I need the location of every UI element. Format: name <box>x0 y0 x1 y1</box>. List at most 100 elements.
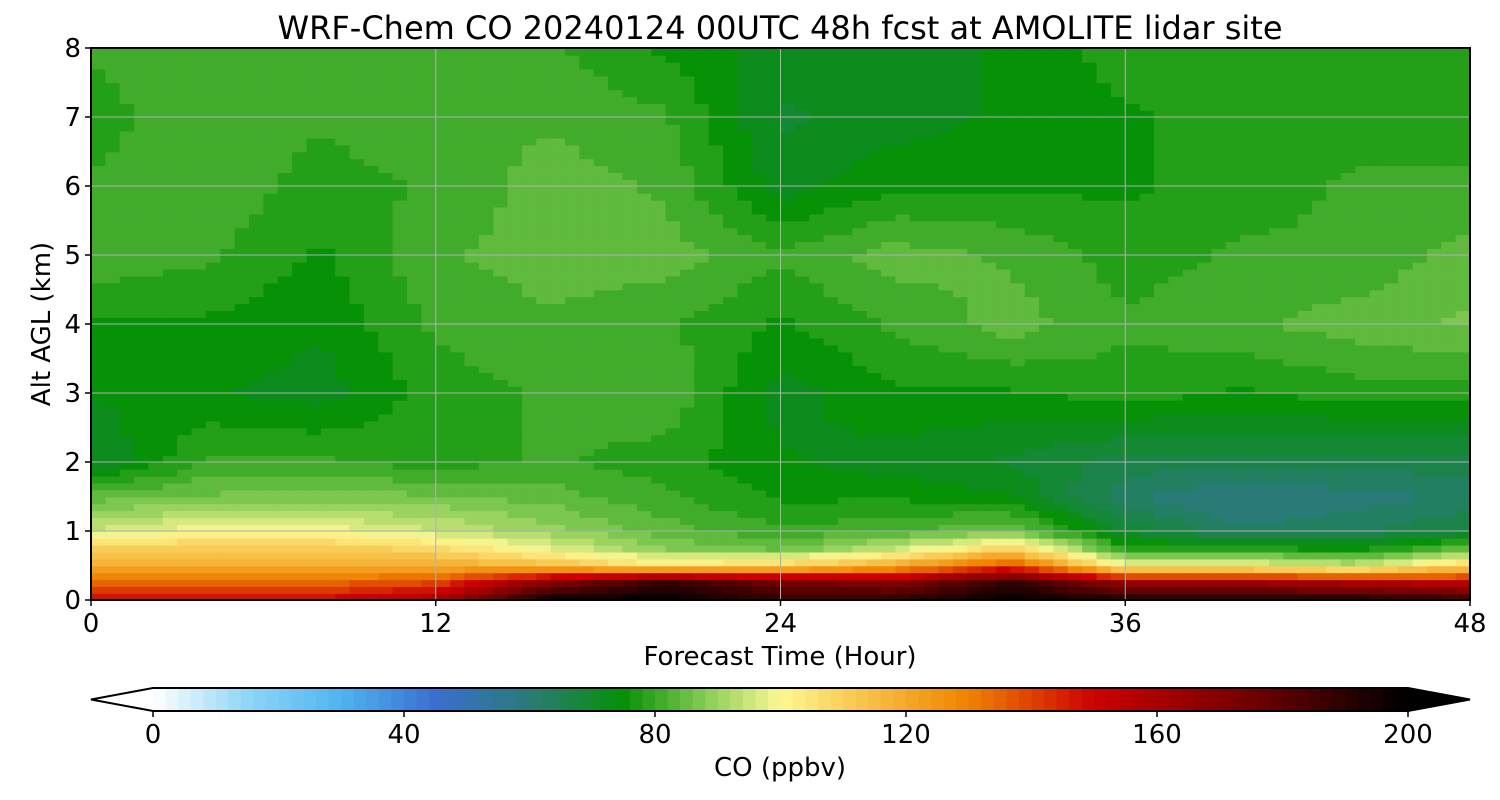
heatmap-cell <box>1383 579 1399 587</box>
heatmap-cell <box>1010 358 1026 367</box>
heatmap-cell <box>1283 241 1299 249</box>
heatmap-cell <box>249 565 265 574</box>
heatmap-cell <box>679 317 696 325</box>
heatmap-cell <box>1067 468 1083 477</box>
heatmap-cell <box>1412 351 1428 360</box>
heatmap-cell <box>105 462 121 470</box>
heatmap-cell <box>723 593 739 600</box>
heatmap-cell <box>780 448 796 456</box>
heatmap-cell <box>1153 241 1170 249</box>
heatmap-cell <box>205 324 222 332</box>
heatmap-cell <box>536 386 552 394</box>
heatmap-cell <box>263 296 279 305</box>
heatmap-cell <box>895 475 911 484</box>
heatmap-cell <box>335 386 351 394</box>
heatmap-cell <box>593 475 609 484</box>
heatmap-cell <box>1326 510 1342 518</box>
heatmap-cell <box>881 413 897 422</box>
heatmap-cell <box>780 317 796 325</box>
heatmap-cell <box>766 337 782 346</box>
heatmap-cell <box>1240 358 1256 367</box>
heatmap-cell <box>1211 420 1227 429</box>
heatmap-cell <box>1067 448 1083 456</box>
heatmap-cell <box>1240 448 1256 456</box>
heatmap-cell <box>1369 386 1385 394</box>
heatmap-cell <box>1398 482 1414 491</box>
heatmap-cell <box>1110 537 1127 546</box>
heatmap-cell <box>593 399 609 408</box>
heatmap-cell <box>895 255 911 263</box>
heatmap-cell <box>1039 379 1055 387</box>
heatmap-cell <box>277 255 293 263</box>
heatmap-cell <box>579 372 595 380</box>
heatmap-cell <box>823 434 839 443</box>
heatmap-cell <box>421 448 437 456</box>
heatmap-cell <box>909 579 925 587</box>
heatmap-cell <box>335 565 351 574</box>
heatmap-cell <box>823 496 839 505</box>
heatmap-cell <box>1326 468 1342 477</box>
heatmap-cell <box>852 468 868 477</box>
heatmap-cell <box>866 255 882 263</box>
heatmap-cell <box>1383 393 1399 401</box>
heatmap-cell <box>205 489 222 498</box>
heatmap-cell <box>1096 241 1112 249</box>
heatmap-cell <box>550 330 566 339</box>
heatmap-cell <box>1225 551 1241 560</box>
heatmap-cell <box>191 427 207 436</box>
heatmap-cell <box>1398 317 1414 325</box>
heatmap-cell <box>392 455 408 463</box>
heatmap-cell <box>220 434 236 443</box>
heatmap-cell <box>679 310 696 318</box>
heatmap-cell <box>507 448 523 456</box>
heatmap-cell <box>766 544 782 553</box>
heatmap-cell <box>191 531 207 539</box>
heatmap-cell <box>780 379 796 387</box>
heatmap-cell <box>1455 441 1470 449</box>
heatmap-cell <box>1067 517 1083 525</box>
heatmap-cell <box>1297 524 1313 532</box>
heatmap-cell <box>493 317 509 325</box>
heatmap-cell <box>134 531 150 539</box>
heatmap-cell <box>866 379 882 387</box>
heatmap-cell <box>407 551 423 560</box>
heatmap-cell <box>536 317 552 325</box>
heatmap-cell <box>981 399 997 408</box>
heatmap-cell <box>1326 593 1342 600</box>
heatmap-cell <box>881 399 897 408</box>
heatmap-cell <box>234 427 250 436</box>
heatmap-cell <box>105 482 121 491</box>
heatmap-cell <box>1053 420 1069 429</box>
heatmap-cell <box>335 496 351 505</box>
heatmap-cell <box>478 296 494 305</box>
heatmap-cell <box>177 379 193 387</box>
heatmap-cell <box>938 455 954 463</box>
heatmap-cell <box>751 441 767 449</box>
heatmap-cell <box>1125 255 1141 263</box>
heatmap-cell <box>881 510 897 518</box>
heatmap-cell <box>1197 586 1213 594</box>
heatmap-cell <box>162 524 178 532</box>
heatmap-cell <box>464 482 480 491</box>
heatmap-cell <box>1455 565 1470 574</box>
heatmap-cell <box>1096 558 1112 567</box>
heatmap-cell <box>837 462 854 470</box>
heatmap-cell <box>1326 482 1342 491</box>
heatmap-cell <box>794 358 811 367</box>
heatmap-cell <box>766 572 782 581</box>
heatmap-cell <box>335 337 351 346</box>
heatmap-cell <box>1369 531 1385 539</box>
heatmap-cell <box>579 558 595 567</box>
heatmap-cell <box>1125 586 1141 594</box>
heatmap-cell <box>809 448 825 456</box>
heatmap-cell <box>1211 593 1227 600</box>
heatmap-cell <box>450 537 466 546</box>
heatmap-cell <box>1283 489 1299 498</box>
heatmap-cell <box>349 455 365 463</box>
heatmap-cell <box>277 413 293 422</box>
heatmap-cell <box>464 275 480 284</box>
heatmap-cell <box>1125 441 1141 449</box>
heatmap-cell <box>737 255 753 263</box>
heatmap-cell <box>909 434 925 443</box>
heatmap-cell <box>1225 330 1241 339</box>
